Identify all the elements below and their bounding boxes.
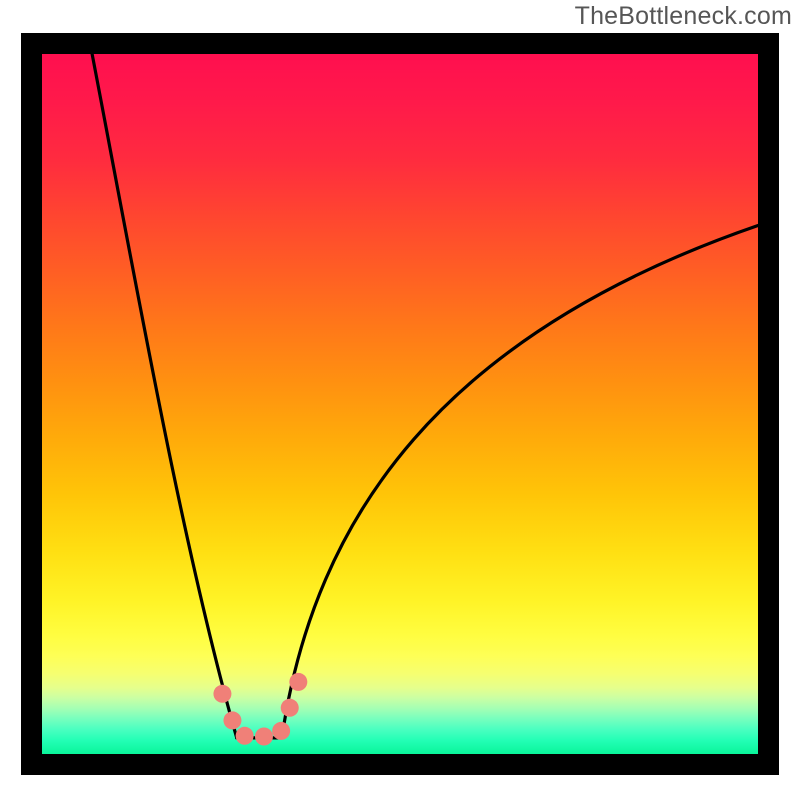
curve-right-branch xyxy=(282,226,758,738)
plot-svg xyxy=(42,54,758,754)
marker-point xyxy=(223,711,241,729)
curve-left-branch xyxy=(92,54,237,738)
marker-point xyxy=(272,722,290,740)
marker-point xyxy=(255,728,273,746)
plot-area xyxy=(42,54,758,754)
watermark-text: TheBottleneck.com xyxy=(575,2,792,31)
marker-point xyxy=(289,673,307,691)
chart-container: TheBottleneck.com xyxy=(0,0,800,800)
marker-point xyxy=(281,699,299,717)
marker-point xyxy=(236,727,254,745)
marker-point xyxy=(213,685,231,703)
